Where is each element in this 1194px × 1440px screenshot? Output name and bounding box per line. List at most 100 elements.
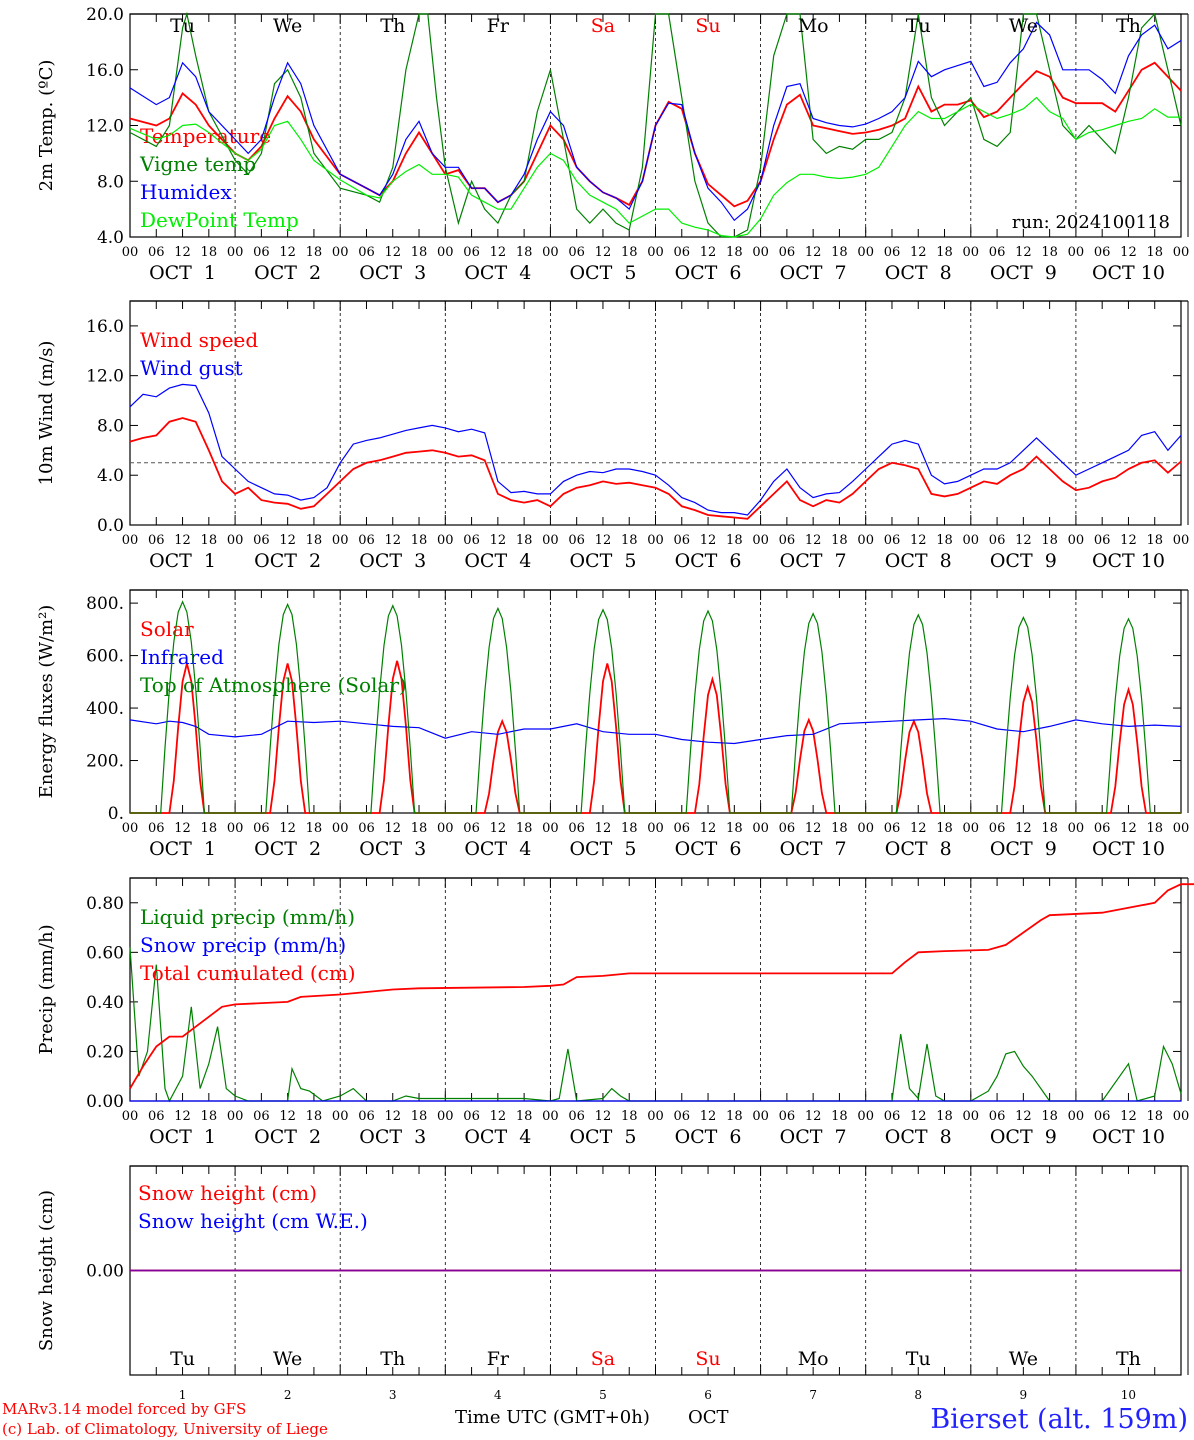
date-label: OCT 2: [254, 838, 321, 860]
hour-tick-label: 12: [805, 245, 822, 260]
series-line-liquid-precip-mm-h-: [129, 947, 1182, 1103]
hour-tick-label: 00: [857, 533, 874, 548]
hour-tick-label: 00: [1068, 245, 1085, 260]
day-number: 10: [1121, 1388, 1136, 1402]
hour-tick-label: 12: [700, 821, 717, 836]
legend-entry: Humidex: [140, 180, 232, 204]
date-label: OCT 10: [1092, 838, 1165, 860]
series-line-wind-gust: [129, 383, 1182, 516]
date-label: OCT 5: [569, 838, 636, 860]
date-label: OCT 7: [780, 1126, 847, 1148]
legend-entry: Liquid precip (mm/h): [140, 905, 355, 929]
panel-1: 00 06 12 18 00 06 12 18 00 06 12 18 00 06 12 18 00 06 12 18…: [36, 5, 1189, 284]
date-label: OCT 2: [254, 1126, 321, 1148]
hour-tick-label: 18: [306, 1109, 323, 1124]
hour-tick-label: 00: [437, 1109, 454, 1124]
hour-tick-label: 06: [568, 533, 585, 548]
weekday-label-bottom: Sa: [591, 1348, 615, 1370]
y-tick-label: 0.40: [86, 993, 124, 1013]
y-tick-label: 0.60: [86, 943, 124, 963]
hour-tick-label: 18: [831, 1109, 848, 1124]
hour-tick-label: 12: [174, 821, 191, 836]
hour-tick-label: 06: [884, 533, 901, 548]
hour-tick-label: 06: [989, 533, 1006, 548]
hour-tick-label: 18: [306, 245, 323, 260]
hour-tick-label: 18: [1041, 245, 1058, 260]
hour-tick-label: 12: [490, 245, 507, 260]
y-tick-label: 0.80: [86, 894, 124, 914]
hour-tick-label: 06: [253, 533, 270, 548]
hour-tick-label: 12: [490, 1109, 507, 1124]
hour-tick-label: 18: [411, 1109, 428, 1124]
legend-entry: Wind speed: [140, 328, 258, 352]
hour-tick-label: 12: [1015, 1109, 1032, 1124]
hour-tick-label: 06: [358, 1109, 375, 1124]
date-label: OCT 3: [359, 1126, 426, 1148]
y-tick-label: 20.0: [86, 5, 124, 25]
hour-tick-label: 06: [779, 245, 796, 260]
hour-tick-label: 12: [700, 533, 717, 548]
y-tick-label: 200.: [86, 752, 124, 772]
date-label: OCT 4: [464, 262, 531, 284]
hour-tick-label: 12: [279, 821, 296, 836]
hour-tick-label: 12: [384, 533, 401, 548]
hour-tick-label: 12: [1120, 821, 1137, 836]
hour-tick-label: 06: [674, 821, 691, 836]
hour-tick-label: 12: [595, 821, 612, 836]
y-tick-label: 4.0: [97, 228, 124, 248]
day-number: 9: [1020, 1388, 1028, 1402]
hour-tick-label: 18: [936, 245, 953, 260]
hour-tick-label: 06: [463, 821, 480, 836]
panels: 00 06 12 18 00 06 12 18 00 06 12 18 00 06 12 18 00 06 12 18…: [36, 5, 1194, 1402]
hour-tick-label: 06: [1094, 821, 1111, 836]
hour-tick-label: 00: [1173, 245, 1190, 260]
hour-tick-label: 18: [936, 1109, 953, 1124]
hour-tick-label: 18: [831, 245, 848, 260]
weekday-label-bottom: Th: [380, 1348, 405, 1370]
hour-tick-label: 06: [253, 1109, 270, 1124]
hour-tick-label: 18: [621, 533, 638, 548]
hour-tick-label: 00: [122, 245, 139, 260]
hour-tick-label: 12: [384, 245, 401, 260]
date-label: OCT 3: [359, 838, 426, 860]
date-label: OCT 8: [885, 550, 952, 572]
legend-entry: Snow precip (mm/h): [140, 933, 346, 957]
date-label: OCT 5: [569, 1126, 636, 1148]
hour-tick-label: 12: [490, 821, 507, 836]
hour-tick-label: 12: [805, 1109, 822, 1124]
legend-entry: Solar: [140, 617, 194, 641]
hour-tick-label: 00: [963, 821, 980, 836]
date-label: OCT 9: [990, 838, 1057, 860]
hour-tick-label: 12: [805, 821, 822, 836]
series-line-top-of-atmosphere-solar-: [130, 600, 1181, 814]
hour-tick-label: 06: [358, 533, 375, 548]
hour-tick-label: 00: [122, 821, 139, 836]
hour-tick-label: 00: [857, 821, 874, 836]
legend-entry: Total cumulated (cm): [140, 961, 356, 985]
weekday-label-bottom: Tu: [906, 1348, 931, 1370]
date-label: OCT 6: [675, 838, 742, 860]
station-name: Bierset (alt. 159m): [930, 1404, 1188, 1435]
hour-tick-label: 06: [568, 821, 585, 836]
hour-tick-label: 06: [358, 821, 375, 836]
date-label: OCT 4: [464, 1126, 531, 1148]
hour-tick-label: 12: [700, 245, 717, 260]
plot-frame: [129, 300, 1182, 526]
day-number: 5: [599, 1388, 607, 1402]
hour-tick-label: 06: [989, 245, 1006, 260]
hour-tick-label: 00: [122, 533, 139, 548]
y-tick-label: 4.0: [97, 466, 124, 486]
hour-tick-label: 06: [253, 821, 270, 836]
day-number: 3: [389, 1388, 397, 1402]
credit-line-1: MARv3.14 model forced by GFS: [2, 1400, 246, 1418]
hour-tick-label: 00: [437, 533, 454, 548]
y-tick-label: 0.20: [86, 1042, 124, 1062]
hour-tick-label: 18: [306, 533, 323, 548]
y-tick-label: 600.: [86, 647, 124, 667]
date-label: OCT 10: [1092, 262, 1165, 284]
hour-tick-label: 00: [963, 1109, 980, 1124]
series-line-wind-speed: [129, 417, 1182, 520]
hour-tick-label: 06: [989, 1109, 1006, 1124]
panel-5: 0.00 Snow height (cm) Snow height (cm) Snow…: [36, 1165, 1189, 1402]
y-tick-label: 12.0: [86, 117, 124, 137]
